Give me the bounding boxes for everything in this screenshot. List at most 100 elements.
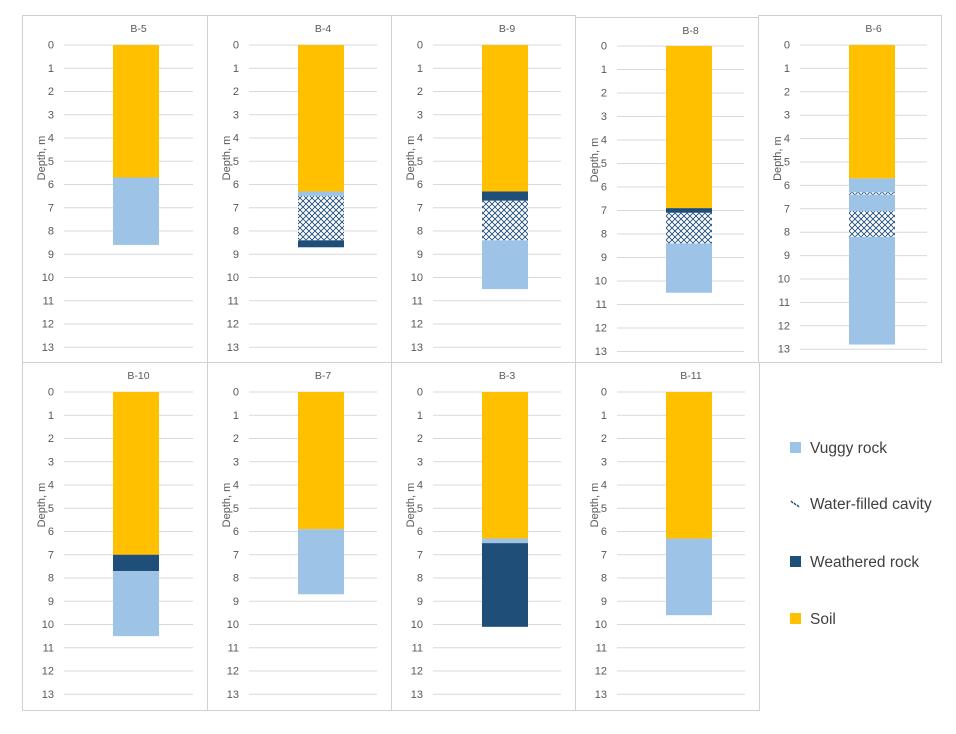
y-tick-label: 12	[227, 319, 239, 331]
y-tick-label: 0	[48, 387, 54, 399]
y-axis-label: Depth, m	[772, 136, 784, 181]
y-tick-label: 11	[228, 642, 239, 654]
bar-segment-soil	[482, 392, 528, 539]
y-tick-label: 11	[43, 642, 54, 654]
y-tick-label: 4	[233, 480, 239, 492]
legend-label: Water-filled cavity	[810, 496, 932, 513]
y-tick-label: 12	[42, 666, 54, 678]
y-axis-label: Depth, m	[36, 483, 48, 528]
y-tick-label: 4	[417, 480, 423, 492]
y-axis-label: Depth, m	[589, 138, 601, 183]
y-tick-label: 13	[227, 689, 239, 701]
y-axis-label: Depth, m	[405, 136, 417, 181]
y-tick-label: 4	[784, 133, 790, 145]
y-tick-label: 4	[233, 133, 239, 145]
y-tick-label: 4	[48, 480, 54, 492]
y-tick-label: 0	[601, 387, 607, 399]
y-tick-label: 2	[233, 86, 239, 98]
legend-swatch-weathered-rock	[790, 556, 801, 567]
y-tick-label: 10	[411, 272, 423, 284]
y-tick-label: 3	[417, 456, 423, 468]
y-tick-label: 12	[595, 666, 607, 678]
bar-segment-weathered-rock	[113, 554, 159, 572]
y-tick-label: 13	[595, 346, 607, 358]
bar-segment-soil	[113, 45, 159, 178]
y-tick-label: 9	[417, 596, 423, 608]
bar-segment-vuggy-rock	[849, 236, 895, 345]
y-tick-label: 2	[233, 433, 239, 445]
y-tick-label: 7	[48, 549, 54, 561]
legend-label: Soil	[810, 611, 836, 628]
y-tick-label: 3	[601, 456, 607, 468]
chart-title: B-11	[680, 370, 702, 382]
y-tick-label: 3	[48, 109, 54, 121]
chart-title: B-9	[499, 23, 516, 35]
y-tick-label: 1	[601, 64, 607, 76]
y-tick-label: 7	[417, 202, 423, 214]
y-tick-label: 6	[417, 179, 423, 191]
bar-segment-soil	[482, 45, 528, 192]
y-tick-label: 3	[233, 456, 239, 468]
y-tick-label: 10	[42, 619, 54, 631]
y-tick-label: 5	[233, 156, 239, 168]
chart-title: B-5	[130, 23, 147, 35]
y-tick-label: 8	[601, 229, 607, 241]
y-tick-label: 13	[778, 344, 790, 356]
y-tick-label: 7	[233, 549, 239, 561]
y-tick-label: 12	[778, 320, 790, 332]
chart-title: B-8	[682, 25, 699, 37]
bar-segment-water-filled-cavity	[482, 200, 528, 241]
y-tick-label: 10	[411, 619, 423, 631]
y-tick-label: 1	[48, 63, 54, 75]
y-tick-label: 11	[596, 299, 607, 311]
y-axis-label: Depth, m	[36, 136, 48, 181]
y-tick-label: 3	[233, 109, 239, 121]
y-tick-label: 4	[601, 480, 607, 492]
y-tick-label: 10	[227, 619, 239, 631]
y-tick-label: 3	[48, 456, 54, 468]
y-tick-label: 10	[227, 272, 239, 284]
y-tick-label: 0	[417, 40, 423, 52]
bar-segment-water-filled-cavity	[849, 192, 895, 195]
legend-item-soil: Soil	[790, 608, 940, 631]
y-tick-label: 10	[778, 274, 790, 286]
y-tick-label: 8	[48, 226, 54, 238]
y-tick-label: 9	[233, 249, 239, 261]
y-axis-label: Depth, m	[221, 136, 233, 181]
legend-swatch-water-filled-cavity	[790, 500, 800, 508]
y-tick-label: 1	[417, 410, 423, 422]
bar-segment-weathered-rock	[482, 191, 528, 201]
y-tick-label: 6	[784, 180, 790, 192]
chart-frame	[758, 15, 942, 363]
y-tick-label: 9	[48, 596, 54, 608]
y-tick-label: 6	[417, 526, 423, 538]
y-tick-label: 2	[48, 433, 54, 445]
y-tick-label: 13	[595, 689, 607, 701]
y-tick-label: 13	[42, 342, 54, 354]
y-tick-label: 12	[227, 666, 239, 678]
legend-swatch-vuggy-rock	[790, 442, 801, 453]
y-tick-label: 2	[601, 433, 607, 445]
y-tick-label: 9	[784, 250, 790, 262]
y-tick-label: 10	[42, 272, 54, 284]
y-tick-label: 2	[601, 88, 607, 100]
bar-segment-vuggy-rock	[849, 178, 895, 193]
y-tick-label: 5	[48, 503, 54, 515]
legend-item-weathered-rock: Weathered rock	[790, 551, 940, 574]
bar-segment-vuggy-rock	[482, 538, 528, 544]
y-tick-label: 10	[595, 619, 607, 631]
y-tick-label: 1	[784, 63, 790, 75]
y-tick-label: 8	[233, 226, 239, 238]
chart-title: B-10	[127, 370, 149, 382]
y-tick-label: 2	[784, 86, 790, 98]
y-axis-label: Depth, m	[221, 483, 233, 528]
y-tick-label: 0	[233, 40, 239, 52]
bar-segment-vuggy-rock	[482, 240, 528, 290]
y-tick-label: 11	[596, 642, 607, 654]
bar-segment-soil	[666, 46, 712, 209]
bar-segment-water-filled-cavity	[849, 211, 895, 237]
bar-segment-vuggy-rock	[666, 243, 712, 293]
